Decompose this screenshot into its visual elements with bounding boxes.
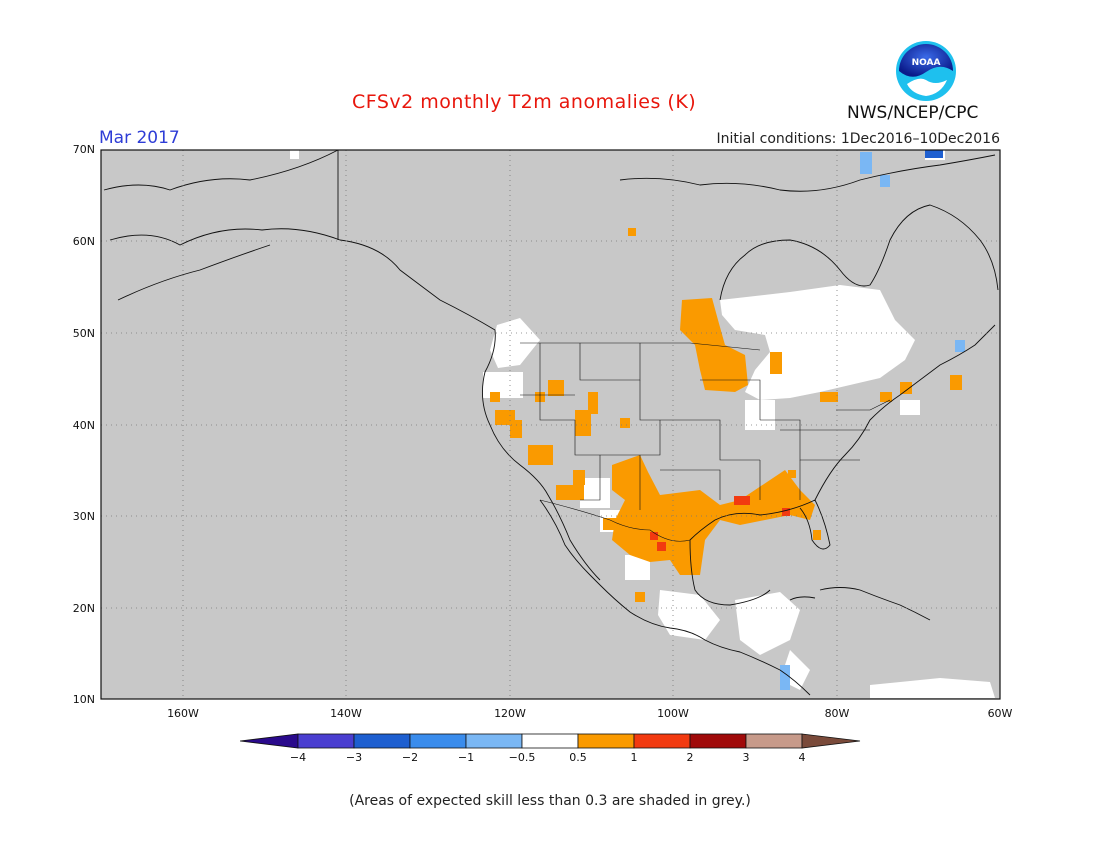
lat-label: 20N — [72, 602, 95, 615]
colorbar-tick-label: 0.5 — [569, 751, 587, 764]
lat-label: 40N — [72, 419, 95, 432]
lon-label: 160W — [167, 707, 199, 720]
colorbar-cell — [465, 733, 523, 749]
colorbar-cell — [577, 733, 635, 749]
colorbar-cell — [689, 733, 747, 749]
colorbar-tick-label: −2 — [401, 751, 419, 764]
coastlines — [103, 149, 999, 696]
colorbar-tick-label: 4 — [798, 751, 806, 764]
map-frame — [100, 149, 1001, 700]
lat-label: 60N — [72, 235, 95, 248]
colorbar-tick-label: −3 — [345, 751, 363, 764]
lat-label: 10N — [72, 693, 95, 706]
footnote: (Areas of expected skill less than 0.3 a… — [349, 793, 751, 809]
lon-label: 140W — [330, 707, 362, 720]
colorbar — [240, 733, 861, 749]
lat-label: 50N — [72, 327, 95, 340]
lon-label: 120W — [494, 707, 526, 720]
initial-conditions: Initial conditions: 1Dec2016–10Dec2016 — [716, 131, 1000, 147]
colorbar-tick-label: −4 — [289, 751, 307, 764]
colorbar-tick-label: −0.5 — [508, 751, 536, 764]
colorbar-cell — [521, 733, 579, 749]
colorbar-cell — [801, 733, 861, 749]
chart-title: CFSv2 monthly T2m anomalies (K) — [352, 91, 697, 113]
colorbar-tick-label: 1 — [630, 751, 638, 764]
neutral-anomaly-areas — [290, 150, 995, 698]
lon-label: 100W — [657, 707, 689, 720]
colorbar-cell — [353, 733, 411, 749]
lon-label: 60W — [987, 707, 1013, 720]
lat-label: 30N — [72, 510, 95, 523]
noaa-logo: NOAA — [896, 41, 956, 101]
colorbar-cell — [633, 733, 691, 749]
colorbar-cell — [745, 733, 803, 749]
colorbar-cell — [240, 733, 299, 749]
strong-warm-anomaly-areas — [650, 496, 790, 551]
colorbar-cell — [297, 733, 355, 749]
lat-label: 70N — [72, 143, 95, 156]
map-background — [101, 150, 1000, 699]
colorbar-tick-label: −1 — [457, 751, 475, 764]
colorbar-tick-label: 3 — [742, 751, 750, 764]
cool-anomaly-areas — [780, 150, 965, 690]
political-borders — [520, 342, 891, 542]
colorbar-cell — [409, 733, 467, 749]
colorbar-tick-label: 2 — [686, 751, 694, 764]
agency-label: NWS/NCEP/CPC — [847, 103, 979, 123]
logo-text: NOAA — [912, 58, 941, 68]
lon-label: 80W — [824, 707, 850, 720]
forecast-month: Mar 2017 — [99, 128, 180, 148]
